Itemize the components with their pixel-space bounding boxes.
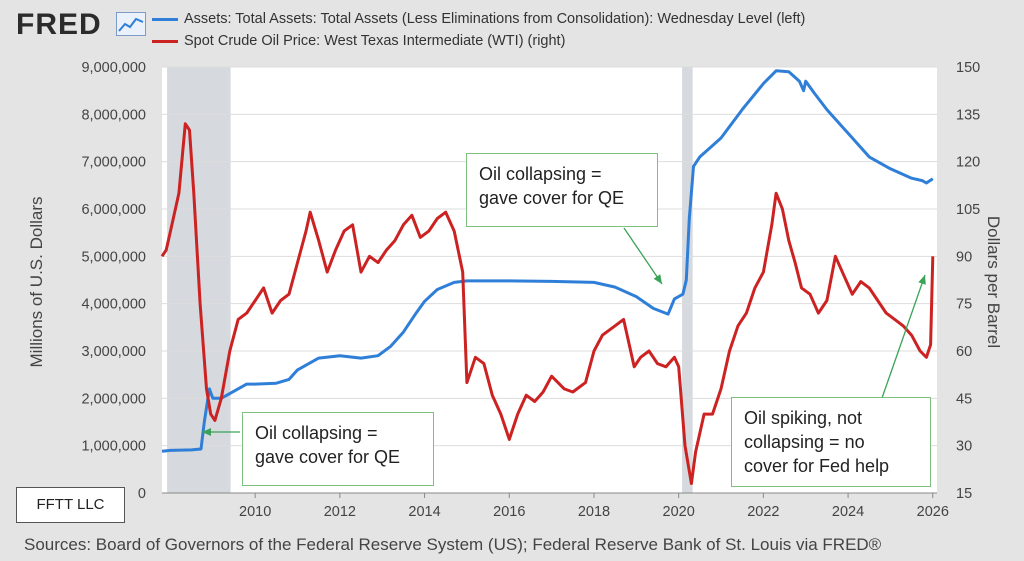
right-axis-label: Dollars per Barrel bbox=[984, 216, 1003, 348]
right-tick-label: 30 bbox=[956, 439, 972, 455]
x-tick-label: 2010 bbox=[239, 504, 271, 520]
series-line-oil bbox=[160, 122, 935, 485]
annotation-line: Oil spiking, not bbox=[744, 408, 863, 428]
right-tick-label: 15 bbox=[956, 486, 972, 502]
legend-label-assets: Assets: Total Assets: Total Assets (Less… bbox=[184, 11, 806, 27]
line-chart-icon bbox=[116, 12, 146, 36]
sources-note: Sources: Board of Governors of the Feder… bbox=[24, 535, 882, 554]
left-tick-label: 2,000,000 bbox=[81, 391, 146, 407]
legend-item-assets: Assets: Total Assets: Total Assets (Less… bbox=[152, 11, 805, 27]
annotation-arrow bbox=[881, 274, 926, 399]
left-tick-label: 9,000,000 bbox=[81, 60, 146, 76]
left-tick-label: 5,000,000 bbox=[81, 249, 146, 265]
x-tick-label: 2018 bbox=[578, 504, 610, 520]
left-tick-label: 6,000,000 bbox=[81, 202, 146, 218]
right-tick-label: 120 bbox=[956, 155, 980, 171]
x-tick-label: 2014 bbox=[408, 504, 440, 520]
left-tick-label: 8,000,000 bbox=[81, 107, 146, 123]
right-tick-label: 135 bbox=[956, 107, 980, 123]
annotation-arrowhead bbox=[653, 274, 662, 284]
right-tick-label: 60 bbox=[956, 344, 972, 360]
legend-swatch-assets bbox=[152, 17, 178, 21]
annotation-spike-2026: Oil spiking, not collapsing = no cover f… bbox=[731, 397, 931, 487]
left-tick-label: 0 bbox=[138, 486, 146, 502]
annotation-line: collapsing = no bbox=[744, 432, 865, 452]
annotation-line: Oil collapsing = bbox=[255, 423, 378, 443]
annotation-arrowhead bbox=[202, 428, 211, 436]
right-tick-label: 45 bbox=[956, 391, 972, 407]
annotation-arrow bbox=[623, 227, 663, 285]
annotation-line: gave cover for QE bbox=[479, 188, 625, 208]
brand-label: FFTT LLC bbox=[16, 487, 125, 523]
x-tick-label: 2022 bbox=[747, 504, 779, 520]
legend-label-oil: Spot Crude Oil Price: West Texas Interme… bbox=[184, 33, 566, 49]
legend-item-oil: Spot Crude Oil Price: West Texas Interme… bbox=[152, 33, 565, 49]
x-tick-label: 2016 bbox=[493, 504, 525, 520]
x-tick-label: 2024 bbox=[832, 504, 864, 520]
series-line-assets bbox=[161, 69, 934, 453]
right-tick-label: 105 bbox=[956, 202, 980, 218]
fred-logo: FRED bbox=[16, 8, 102, 41]
x-tick-label: 2012 bbox=[324, 504, 356, 520]
left-tick-label: 4,000,000 bbox=[81, 297, 146, 313]
left-tick-label: 1,000,000 bbox=[81, 439, 146, 455]
left-tick-label: 7,000,000 bbox=[81, 155, 146, 171]
left-tick-label: 3,000,000 bbox=[81, 344, 146, 360]
x-tick-label: 2026 bbox=[917, 504, 949, 520]
annotation-arrowhead bbox=[918, 275, 926, 285]
left-axis-label: Millions of U.S. Dollars bbox=[27, 197, 46, 368]
right-tick-label: 75 bbox=[956, 297, 972, 313]
axes: 0 1,000,000 2,000,000 3,000,000 4,000,000 5,0… bbox=[27, 60, 1003, 520]
annotation-line: gave cover for QE bbox=[255, 447, 401, 467]
series-layer bbox=[160, 69, 935, 485]
annotation-qe-2009: Oil collapsing = gave cover for QE bbox=[242, 412, 434, 486]
right-tick-label: 150 bbox=[956, 60, 980, 76]
annotation-qe-2020: Oil collapsing = gave cover for QE bbox=[466, 153, 658, 227]
x-tick-label: 2020 bbox=[663, 504, 695, 520]
right-tick-label: 90 bbox=[956, 249, 972, 265]
annotation-line: Oil collapsing = bbox=[479, 164, 602, 184]
legend-swatch-oil bbox=[152, 39, 178, 43]
annotation-line: cover for Fed help bbox=[744, 456, 890, 476]
